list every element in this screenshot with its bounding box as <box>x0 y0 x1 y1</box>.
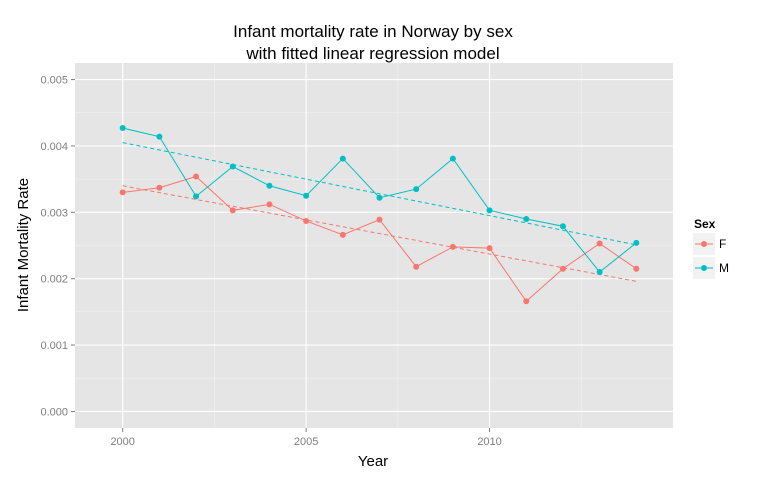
data-point-f <box>266 201 273 208</box>
data-point-m <box>339 155 346 162</box>
x-tick-labels: 2000 2005 2010 <box>110 436 501 448</box>
y-axis-title: Infant Mortality Rate <box>15 178 32 312</box>
data-point-m <box>523 215 530 222</box>
x-tick-label: 2010 <box>477 436 501 448</box>
y-tick-label: 0.004 <box>40 141 68 153</box>
data-point-f <box>376 216 383 223</box>
data-point-f <box>449 243 456 250</box>
legend-title: Sex <box>694 217 716 231</box>
data-point-m <box>193 193 200 200</box>
data-point-m <box>486 207 493 214</box>
legend-keys: FM <box>693 233 729 279</box>
data-point-m <box>633 239 640 246</box>
regression-line-f <box>122 185 637 282</box>
data-point-f <box>523 298 530 305</box>
x-tick-label: 2005 <box>294 436 318 448</box>
y-tick-label: 0.002 <box>40 274 68 286</box>
data-point-m <box>229 163 236 170</box>
data-point-m <box>449 155 456 162</box>
chart-title-line-2: with fitted linear regression model <box>245 44 499 63</box>
regression-lines <box>122 142 637 282</box>
y-tick-label: 0.003 <box>40 207 68 219</box>
legend-label-f: F <box>719 237 726 251</box>
data-point-f <box>119 189 126 196</box>
data-point-m <box>559 223 566 230</box>
major-gridlines <box>75 63 673 428</box>
data-point-m <box>376 194 383 201</box>
x-tick-label: 2000 <box>110 436 134 448</box>
data-point-f <box>193 173 200 180</box>
data-point-f <box>229 207 236 214</box>
data-point-f <box>486 245 493 252</box>
regression-line-m <box>122 142 637 246</box>
y-tick-label: 0.001 <box>40 340 68 352</box>
data-point-f <box>596 240 603 247</box>
data-point-f <box>633 265 640 272</box>
data-point-f <box>413 263 420 270</box>
y-tick-label: 0.005 <box>40 75 68 87</box>
legend-key-point-m <box>701 265 707 271</box>
data-point-f <box>559 265 566 272</box>
x-axis-title: Year <box>358 453 388 470</box>
legend: Sex FM <box>693 217 729 279</box>
data-point-m <box>266 182 273 189</box>
data-point-f <box>303 217 310 224</box>
axis-ticks <box>71 79 491 432</box>
legend-key-point-f <box>701 241 707 247</box>
y-tick-label: 0.000 <box>40 406 68 418</box>
data-point-f <box>339 231 346 238</box>
legend-label-m: M <box>719 261 729 275</box>
y-tick-labels: 0.000 0.001 0.002 0.003 0.004 0.005 <box>40 75 68 419</box>
data-point-m <box>596 269 603 276</box>
data-point-m <box>156 133 163 140</box>
data-point-m <box>303 192 310 199</box>
minor-gridlines <box>75 63 673 428</box>
series-points <box>119 125 640 305</box>
data-point-m <box>413 186 420 193</box>
data-point-f <box>156 184 163 191</box>
data-point-m <box>119 125 126 132</box>
chart-title-line-1: Infant mortality rate in Norway by sex <box>233 22 513 41</box>
